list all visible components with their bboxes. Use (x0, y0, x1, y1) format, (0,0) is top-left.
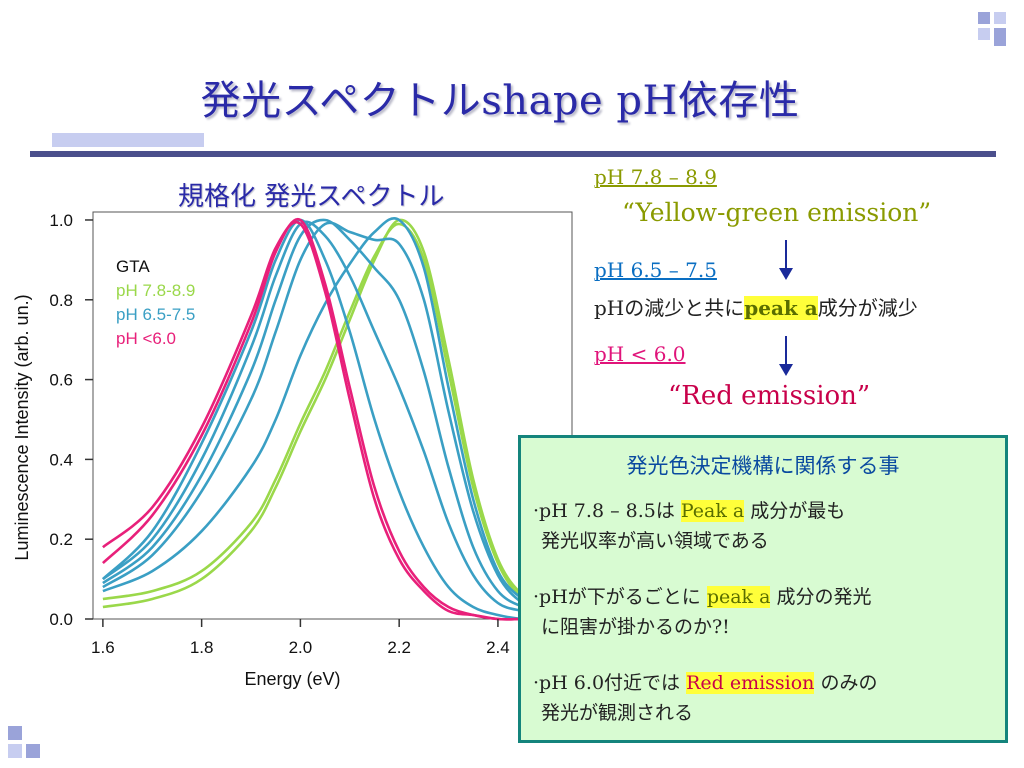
yellow-green-emission-label: “Yellow-green emission” (622, 198, 932, 227)
corner-square (994, 12, 1006, 24)
summary-item-1: ·pH 7.8 – 8.5は Peak a 成分が最も 発光収率が高い領域である (533, 496, 845, 556)
peak-a-highlight: Peak a (680, 500, 745, 522)
title-accent-bar (52, 133, 204, 147)
summary-item-2: ·pHが下がるごとに peak a 成分の発光 に阻害が掛かるのか?! (533, 582, 871, 642)
down-arrow-icon (785, 240, 787, 270)
y-tick-label: 0.0 (49, 610, 73, 629)
series-line (102, 222, 548, 613)
y-tick-label: 0.4 (49, 450, 73, 469)
down-arrowhead-icon (779, 268, 793, 280)
desc-text: 成分が減少 (817, 296, 918, 320)
title-rule (30, 151, 996, 157)
series-line (102, 218, 548, 617)
series-line (102, 217, 548, 613)
desc-text: pHの減少と共に (594, 296, 745, 320)
x-axis-label: Energy (eV) (244, 669, 340, 689)
y-tick-label: 0.8 (49, 291, 73, 310)
y-tick-label: 0.2 (49, 530, 73, 549)
y-tick-label: 0.6 (49, 371, 73, 390)
down-arrow-icon (785, 336, 787, 366)
corner-square (26, 744, 40, 758)
item-text: 成分の発光 (770, 586, 872, 608)
summary-box: 発光色決定機構に関係する事 ·pH 7.8 – 8.5は Peak a 成分が最… (518, 435, 1008, 743)
x-tick-label: 2.0 (289, 638, 313, 657)
corner-square (8, 726, 22, 740)
corner-square (994, 28, 1006, 46)
y-tick-label: 1.0 (49, 211, 73, 230)
item-text: ·pH 6.0付近では (533, 672, 687, 694)
corner-square (978, 28, 990, 40)
ph-range-yellow-green: pH 7.8 – 8.9 (594, 165, 717, 189)
summary-item-3: ·pH 6.0付近では Red emission のみの 発光が観測される (533, 668, 877, 728)
red-emission-label: “Red emission” (668, 381, 871, 411)
item-text: ·pHが下がるごとに (533, 586, 707, 608)
x-tick-label: 2.2 (387, 638, 411, 657)
item-text: に阻害が掛かるのか?! (541, 616, 730, 638)
corner-square (978, 12, 990, 24)
plot-frame (92, 211, 573, 620)
series-line (101, 218, 548, 621)
red-emission-highlight: Red emission (686, 672, 815, 694)
corner-square (8, 744, 22, 758)
item-text: 発光が観測される (541, 702, 694, 724)
emission-spectrum-chart: 1.6 1.8 2.0 2.2 2.4 0.0 0.2 0.4 0.6 0.8 1.0 Energy … (12, 211, 573, 689)
y-axis-label: Luminescence Intensity (arb. un.) (12, 294, 32, 560)
series-line (102, 221, 548, 613)
legend-title: GTA (116, 257, 150, 276)
peak-a-highlight: peak a (706, 586, 771, 608)
down-arrowhead-icon (779, 364, 793, 376)
chart-subtitle: 規格化 発光スペクトル (178, 182, 445, 212)
x-tick-label: 1.8 (190, 638, 214, 657)
legend-entry: pH <6.0 (116, 329, 176, 348)
plot-area: 1.6 1.8 2.0 2.2 2.4 0.0 0.2 0.4 0.6 0.8 1.0 Energy … (12, 211, 573, 689)
x-tick-label: 1.6 (91, 638, 115, 657)
ph-decrease-description: pHの減少と共にpeak a成分が減少 (594, 292, 918, 321)
slide-title: 発光スペクトルshape pH依存性 (200, 78, 800, 124)
item-text: ·pH 7.8 – 8.5は (533, 500, 681, 522)
series-line (102, 220, 548, 617)
legend-entry: pH 7.8-8.9 (116, 281, 195, 300)
ph-range-red: pH < 6.0 (594, 342, 686, 366)
series-line (102, 221, 548, 621)
item-text: 成分が最も (744, 500, 846, 522)
item-text: 発光収率が高い領域である (541, 530, 769, 552)
item-text: のみの (814, 672, 878, 694)
x-tick-label: 2.4 (486, 638, 510, 657)
peak-a-highlight: peak a (744, 296, 818, 320)
summary-box-title: 発光色決定機構に関係する事 (626, 454, 900, 478)
legend-entry: pH 6.5-7.5 (116, 305, 195, 324)
ph-range-mid: pH 6.5 – 7.5 (594, 258, 717, 282)
